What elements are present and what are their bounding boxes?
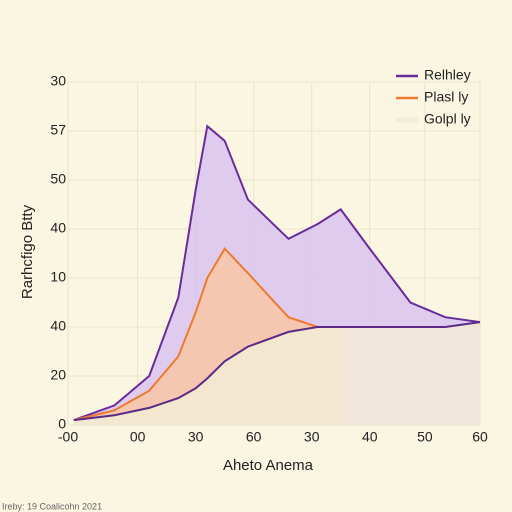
y-tick-label: 40 [50,220,66,236]
series-line [73,321,481,422]
y-tick-label: 40 [50,318,66,334]
x-tick-label: 00 [130,429,146,445]
y-tick-label: 57 [50,122,66,138]
x-tick-label: 60 [246,429,262,445]
y-tick-label: 50 [50,171,66,187]
legend-label: Plasl ly [424,89,468,105]
legend-label: Golpl ly [424,111,471,127]
y-tick-label: 0 [58,416,66,432]
legend-label: Relhley [424,67,471,83]
series-line [73,246,341,422]
y-tick-label: 10 [50,269,66,285]
footer: Ireby: 19 Coalicohn 2021 [2,501,102,511]
x-tick-label: 40 [362,429,378,445]
x-axis-label: Aheto Anema [223,457,314,474]
x-tick-label: 30 [304,429,320,445]
y-axis-label: Rarhcfigo Btty [19,204,36,299]
y-tick-label: 30 [50,73,66,89]
x-tick-label: 50 [417,429,433,445]
series-line [73,124,481,422]
x-tick-label: 30 [188,429,204,445]
y-tick-label: 20 [50,367,66,383]
x-tick-label: -00 [58,429,78,445]
x-tick-label: 60 [472,429,488,445]
